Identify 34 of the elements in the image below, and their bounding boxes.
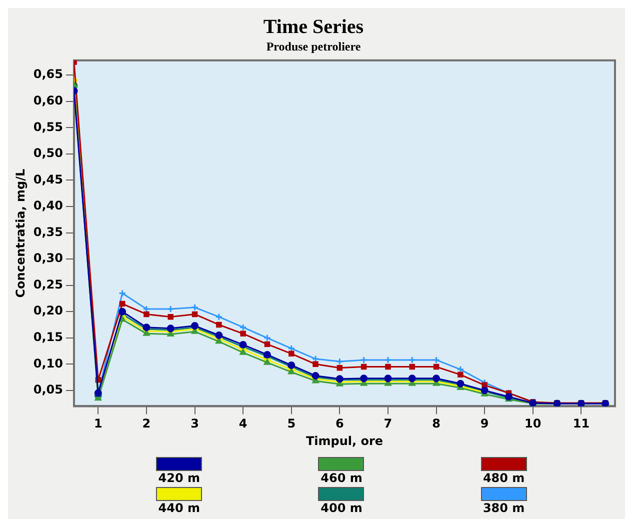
- y-tick-label: 0,25: [33, 277, 64, 292]
- x-tick-label: 10: [524, 416, 542, 431]
- chart-title: Time Series: [263, 16, 364, 38]
- y-tick-label: 0,65: [33, 67, 64, 82]
- x-tick-label: 8: [432, 416, 440, 431]
- y-axis-title: Concentratia, mg/L: [13, 168, 28, 298]
- x-tick-label: 3: [190, 416, 199, 431]
- y-tick-label: 0,20: [33, 304, 64, 318]
- x-axis-title: Timpul, ore: [306, 434, 384, 448]
- legend-label: 440 m: [158, 501, 200, 515]
- y-tick-label: 0,50: [33, 146, 64, 160]
- y-tick-label: 0,05: [33, 382, 64, 397]
- y-tick-label: 0,60: [33, 94, 64, 108]
- x-tick-label: 9: [480, 416, 489, 431]
- legend-label: 400 m: [320, 501, 362, 515]
- y-tick-label: 0,30: [33, 251, 64, 266]
- x-tick-label: 4: [238, 416, 248, 431]
- x-tick-label: 2: [142, 416, 151, 431]
- y-tick-label: 0,10: [33, 356, 64, 370]
- y-tick-label: 0,40: [33, 198, 64, 213]
- y-tick-label: 0,45: [33, 172, 64, 186]
- legend-label: 480 m: [482, 471, 525, 485]
- y-tick-label: 0,35: [33, 224, 64, 239]
- x-tick-label: 1: [94, 416, 102, 431]
- x-tick-label: 11: [572, 416, 590, 431]
- x-tick-label: 7: [384, 416, 392, 431]
- x-tick-label: 6: [335, 416, 344, 431]
- legend-label: 380 m: [482, 501, 525, 515]
- x-tick-label: 5: [287, 416, 296, 431]
- chart-subtitle: Produse petroliere: [266, 39, 362, 54]
- legend-label: 420 m: [158, 471, 200, 485]
- y-tick-label: 0,55: [33, 120, 64, 134]
- legend-label: 460 m: [320, 471, 362, 485]
- y-tick-label: 0,15: [33, 330, 64, 344]
